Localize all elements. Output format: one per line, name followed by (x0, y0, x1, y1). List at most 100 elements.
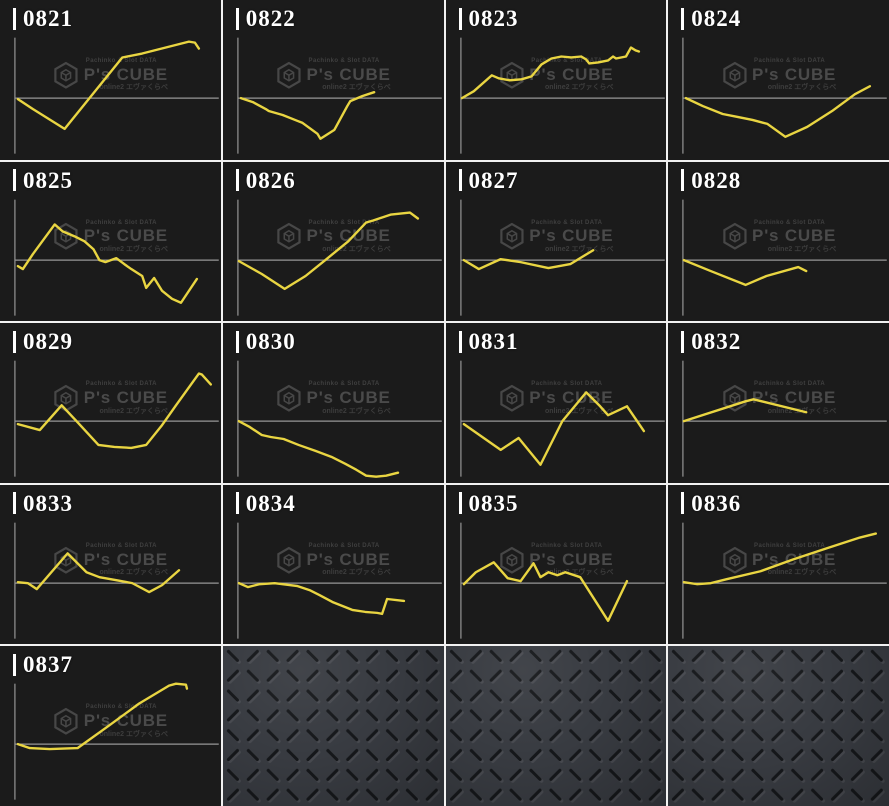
machine-chart-cell[interactable]: 0824 Pachinko & Slot DATA P's CUBE onlin… (668, 0, 889, 160)
ps-cube-logo-icon (722, 546, 747, 574)
machine-label: 0827 (458, 167, 519, 193)
ps-cube-watermark: Pachinko & Slot DATA P's CUBE online2 エヴ… (498, 219, 613, 253)
ps-cube-watermark: Pachinko & Slot DATA P's CUBE online2 エヴ… (498, 381, 613, 415)
machine-number: 0823 (468, 6, 519, 31)
ps-cube-logo-icon (722, 384, 747, 412)
label-accent-bar (235, 330, 239, 353)
watermark-brand: P's CUBE (83, 387, 168, 407)
machine-chart-cell[interactable]: 0821 Pachinko & Slot DATA P's CUBE onlin… (0, 0, 221, 160)
machine-chart-cell[interactable]: 0825 Pachinko & Slot DATA P's CUBE onlin… (0, 161, 221, 322)
label-accent-bar (235, 492, 239, 515)
ps-cube-logo-icon (722, 61, 747, 89)
payout-line (682, 258, 808, 286)
watermark-brand: P's CUBE (752, 226, 837, 246)
machine-label: 0829 (13, 330, 73, 353)
machine-label: 0828 (681, 169, 741, 192)
payout-line (16, 40, 201, 131)
watermark-brand: P's CUBE (752, 64, 837, 84)
ps-cube-watermark: Pachinko & Slot DATA P's CUBE online2 エヴ… (276, 543, 391, 577)
machine-label: 0831 (458, 330, 519, 353)
ps-cube-watermark: Pachinko & Slot DATA P's CUBE online2 エヴ… (53, 704, 168, 738)
watermark-top-text: Pachinko & Slot DATA (754, 542, 826, 549)
empty-texture-cell (445, 646, 667, 806)
slump-graph (682, 522, 888, 639)
payout-line (462, 248, 594, 270)
label-accent-bar (13, 7, 16, 30)
machine-chart-cell[interactable]: 0823 Pachinko & Slot DATA P's CUBE onlin… (445, 0, 667, 160)
watermark-brand: P's CUBE (529, 226, 614, 246)
machine-chart-cell[interactable]: 0827 Pachinko & Slot DATA P's CUBE onlin… (445, 161, 667, 322)
slump-graph (237, 199, 442, 316)
ps-cube-watermark: Pachinko & Slot DATA P's CUBE online2 エヴ… (53, 543, 168, 577)
slump-graph (14, 360, 219, 477)
watermark-brand: P's CUBE (529, 549, 614, 569)
label-accent-bar (458, 169, 462, 192)
machine-label: 0826 (235, 169, 296, 192)
watermark-brand: P's CUBE (529, 387, 614, 407)
watermark-top-text: Pachinko & Slot DATA (754, 380, 826, 387)
label-accent-bar (13, 653, 16, 676)
watermark-top-text: Pachinko & Slot DATA (754, 57, 826, 64)
machine-chart-cell[interactable]: 0834 Pachinko & Slot DATA P's CUBE onlin… (222, 484, 444, 645)
watermark-bottom-text: online2 エヴァくらべ (322, 407, 391, 415)
machine-number: 0824 (691, 6, 742, 31)
label-accent-bar (13, 330, 16, 353)
payout-line (462, 391, 645, 467)
machine-label: 0830 (235, 329, 296, 355)
label-accent-bar (235, 169, 239, 192)
slump-graph (237, 360, 442, 479)
watermark-top-text: Pachinko & Slot DATA (308, 542, 380, 549)
ps-cube-logo-icon (277, 61, 301, 89)
payout-line (16, 552, 181, 594)
watermark-brand: P's CUBE (83, 226, 168, 246)
slump-graph (237, 522, 442, 639)
payout-line (460, 46, 640, 100)
watermark-brand: P's CUBE (306, 226, 391, 246)
watermark-bottom-text: online2 エヴァくらべ (322, 245, 391, 253)
machine-chart-cell[interactable]: 0835 Pachinko & Slot DATA P's CUBE onlin… (445, 484, 667, 645)
ps-cube-logo-icon (500, 223, 524, 251)
ps-cube-watermark: Pachinko & Slot DATA P's CUBE online2 エヴ… (53, 219, 168, 253)
ps-cube-logo-icon (500, 546, 524, 574)
payout-line (16, 222, 199, 304)
slump-graph (459, 199, 665, 316)
watermark-brand: P's CUBE (752, 387, 837, 407)
watermark-top-text: Pachinko & Slot DATA (308, 380, 380, 387)
ps-cube-logo-icon (277, 223, 301, 251)
label-accent-bar (681, 492, 685, 515)
watermark-bottom-text: online2 エヴァくらべ (99, 407, 168, 415)
machine-chart-cell[interactable]: 0830 Pachinko & Slot DATA P's CUBE onlin… (222, 323, 444, 483)
watermark-brand: P's CUBE (306, 64, 391, 84)
payout-line (237, 420, 399, 479)
machine-number: 0828 (691, 167, 742, 193)
machine-label: 0821 (13, 7, 73, 30)
watermark-bottom-text: online2 エヴァくらべ (99, 568, 168, 576)
quilted-texture (222, 646, 444, 806)
machine-chart-cell[interactable]: 0836 Pachinko & Slot DATA P's CUBE onlin… (668, 484, 889, 645)
machine-number: 0830 (245, 329, 296, 355)
watermark-bottom-text: online2 エヴァくらべ (767, 568, 837, 576)
machine-chart-cell[interactable]: 0837 Pachinko & Slot DATA P's CUBE onlin… (0, 646, 221, 806)
watermark-bottom-text: online2 エヴァくらべ (99, 245, 168, 253)
slump-graph (459, 37, 665, 154)
ps-cube-logo-icon (54, 707, 78, 735)
machine-chart-cell[interactable]: 0822 Pachinko & Slot DATA P's CUBE onlin… (222, 0, 444, 160)
slump-graph (682, 199, 888, 316)
machine-chart-cell[interactable]: 0832 Pachinko & Slot DATA P's CUBE onlin… (668, 323, 889, 483)
machine-chart-cell[interactable]: 0828 Pachinko & Slot DATA P's CUBE onlin… (668, 161, 889, 322)
watermark-top-text: Pachinko & Slot DATA (85, 704, 157, 711)
slump-graph (459, 522, 665, 639)
machine-chart-cell[interactable]: 0826 Pachinko & Slot DATA P's CUBE onlin… (222, 161, 444, 322)
label-accent-bar (458, 330, 462, 353)
payout-line (237, 581, 405, 615)
machine-chart-cell[interactable]: 0829 Pachinko & Slot DATA P's CUBE onlin… (0, 323, 221, 483)
machine-chart-cell[interactable]: 0831 Pachinko & Slot DATA P's CUBE onlin… (445, 323, 667, 483)
machine-number: 0827 (468, 167, 519, 193)
ps-cube-watermark: Pachinko & Slot DATA P's CUBE online2 エヴ… (53, 381, 168, 415)
watermark-top-text: Pachinko & Slot DATA (85, 380, 157, 387)
label-accent-bar (235, 7, 239, 30)
machine-label: 0825 (13, 169, 73, 192)
machine-chart-cell[interactable]: 0833 Pachinko & Slot DATA P's CUBE onlin… (0, 484, 221, 645)
machine-number: 0833 (23, 490, 73, 516)
ps-cube-watermark: Pachinko & Slot DATA P's CUBE online2 エヴ… (276, 219, 391, 253)
